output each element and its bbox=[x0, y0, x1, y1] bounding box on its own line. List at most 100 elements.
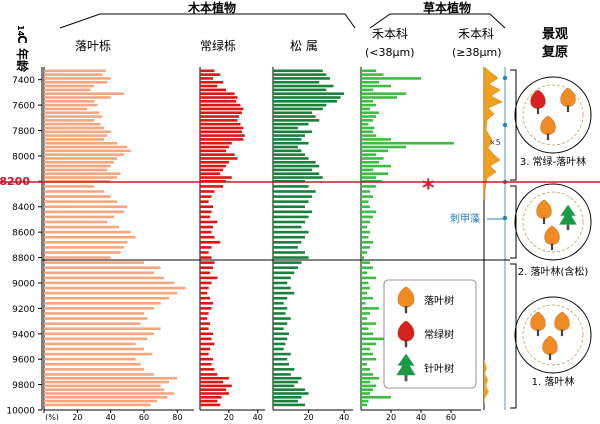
bar-deciduous-oak bbox=[44, 286, 186, 290]
bar-poaceae-small bbox=[361, 399, 369, 403]
blue-marker bbox=[502, 215, 508, 221]
landscape-circle bbox=[514, 296, 592, 374]
landscape-label-2: 复原 bbox=[541, 44, 568, 60]
panel-titles: 落叶栎 常绿栎 松 属 禾本科 (<38μm) 禾本科 (≥38μm) bbox=[75, 27, 502, 59]
bar-deciduous-oak bbox=[44, 291, 178, 295]
bar-poaceae-small bbox=[361, 210, 376, 214]
bar-deciduous-oak bbox=[44, 373, 154, 376]
bar-poaceae-small bbox=[361, 322, 376, 325]
y-tick-label: 10000 bbox=[6, 407, 35, 417]
bar-deciduous-oak bbox=[44, 200, 118, 203]
bar-deciduous-oak bbox=[44, 347, 144, 351]
bar-deciduous-oak bbox=[44, 261, 144, 264]
y-tick-label: 7400 bbox=[12, 76, 35, 86]
bar-deciduous-oak bbox=[44, 80, 108, 84]
y-axis: 7400760078008000820084008600880090009200… bbox=[0, 67, 43, 417]
bar-deciduous-oak bbox=[44, 317, 148, 320]
bar-pinus bbox=[273, 241, 302, 244]
bar-poaceae-small bbox=[361, 153, 376, 156]
bar-evergreen-oak bbox=[200, 200, 209, 203]
bar-poaceae-small bbox=[361, 281, 369, 285]
bar-pinus bbox=[273, 347, 284, 351]
bar-evergreen-oak bbox=[200, 312, 209, 315]
bar-deciduous-oak bbox=[44, 210, 124, 214]
bar-deciduous-oak bbox=[44, 327, 161, 330]
bar-poaceae-small bbox=[361, 256, 364, 259]
bar-evergreen-oak bbox=[200, 77, 213, 80]
legend-label: 落叶树 bbox=[424, 294, 454, 307]
bar-poaceae-small bbox=[361, 122, 369, 126]
bar-poaceae-small bbox=[361, 380, 370, 384]
bar-poaceae-small bbox=[361, 80, 379, 84]
bar-deciduous-oak bbox=[44, 384, 161, 388]
bar-deciduous-oak bbox=[44, 195, 111, 198]
landscape-inner-circle bbox=[522, 84, 584, 146]
bar-pinus bbox=[273, 373, 291, 376]
bar-evergreen-oak bbox=[200, 251, 209, 254]
landscape-circle bbox=[514, 76, 592, 154]
bar-poaceae-small bbox=[361, 200, 369, 203]
bar-poaceae-small bbox=[361, 388, 373, 391]
herb-bracket bbox=[369, 13, 506, 29]
landscape-2: 2. 落叶林(含松) bbox=[514, 183, 592, 278]
bar-pinus bbox=[273, 281, 288, 285]
bar-poaceae-small bbox=[361, 403, 367, 407]
bar-deciduous-oak bbox=[44, 88, 91, 92]
bar-poaceae-small bbox=[361, 376, 379, 380]
bar-evergreen-oak bbox=[200, 92, 235, 95]
bar-poaceae-small bbox=[361, 301, 366, 305]
bar-pinus bbox=[273, 88, 327, 92]
bar-pinus bbox=[273, 357, 288, 361]
bar-evergreen-oak bbox=[200, 210, 212, 214]
bar-poaceae-small bbox=[361, 119, 373, 122]
deciduous-tree-icon bbox=[540, 115, 556, 141]
bar-deciduous-oak bbox=[44, 246, 124, 249]
bar-evergreen-oak bbox=[200, 100, 237, 103]
title-poaceae-small-1: 禾本科 bbox=[372, 27, 408, 41]
bar-deciduous-oak bbox=[44, 96, 111, 99]
bar-pinus bbox=[273, 246, 298, 249]
landscape-3: 1. 落叶林 bbox=[514, 296, 592, 388]
bar-evergreen-oak bbox=[200, 368, 215, 371]
bar-poaceae-small bbox=[361, 160, 379, 164]
bar-poaceae-small bbox=[361, 261, 370, 264]
bar-pinus bbox=[273, 266, 298, 270]
bar-pinus bbox=[273, 317, 291, 320]
bar-evergreen-oak bbox=[200, 149, 226, 153]
bar-pinus bbox=[273, 307, 288, 310]
bar-pinus bbox=[273, 80, 320, 84]
bar-deciduous-oak bbox=[44, 357, 136, 361]
bar-poaceae-small bbox=[361, 134, 376, 137]
bar-deciduous-oak bbox=[44, 107, 88, 111]
bar-deciduous-oak bbox=[44, 392, 174, 395]
bar-deciduous-oak bbox=[44, 149, 131, 153]
bar-poaceae-small bbox=[361, 392, 370, 395]
bar-evergreen-oak bbox=[200, 392, 229, 395]
evergreen-tree-icon bbox=[397, 320, 415, 348]
bar-evergreen-oak bbox=[200, 103, 241, 107]
bar-poaceae-small bbox=[361, 96, 397, 99]
bar-deciduous-oak bbox=[44, 115, 103, 118]
bar-evergreen-oak bbox=[200, 122, 241, 126]
panel-deciduous-oak bbox=[43, 67, 186, 410]
landscape-bracket bbox=[510, 69, 517, 181]
bar-evergreen-oak bbox=[200, 153, 235, 156]
bar-pinus bbox=[273, 291, 295, 295]
bar-evergreen-oak bbox=[200, 176, 232, 179]
bar-evergreen-oak bbox=[200, 362, 212, 366]
bar-pinus bbox=[273, 251, 305, 254]
bar-deciduous-oak bbox=[44, 92, 124, 95]
bar-pinus bbox=[273, 301, 284, 305]
bar-pinus bbox=[273, 176, 323, 179]
bar-evergreen-oak bbox=[200, 276, 218, 280]
y-tick-label: 7600 bbox=[12, 102, 35, 112]
bar-evergreen-oak bbox=[200, 69, 215, 73]
bar-evergreen-oak bbox=[200, 266, 213, 270]
bar-deciduous-oak bbox=[44, 362, 141, 366]
bar-deciduous-oak bbox=[44, 225, 119, 229]
bar-pinus bbox=[273, 130, 313, 134]
bar-evergreen-oak bbox=[200, 164, 226, 168]
bar-deciduous-oak bbox=[44, 376, 178, 380]
